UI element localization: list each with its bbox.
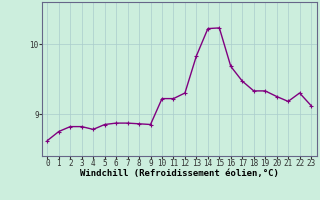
X-axis label: Windchill (Refroidissement éolien,°C): Windchill (Refroidissement éolien,°C) <box>80 169 279 178</box>
